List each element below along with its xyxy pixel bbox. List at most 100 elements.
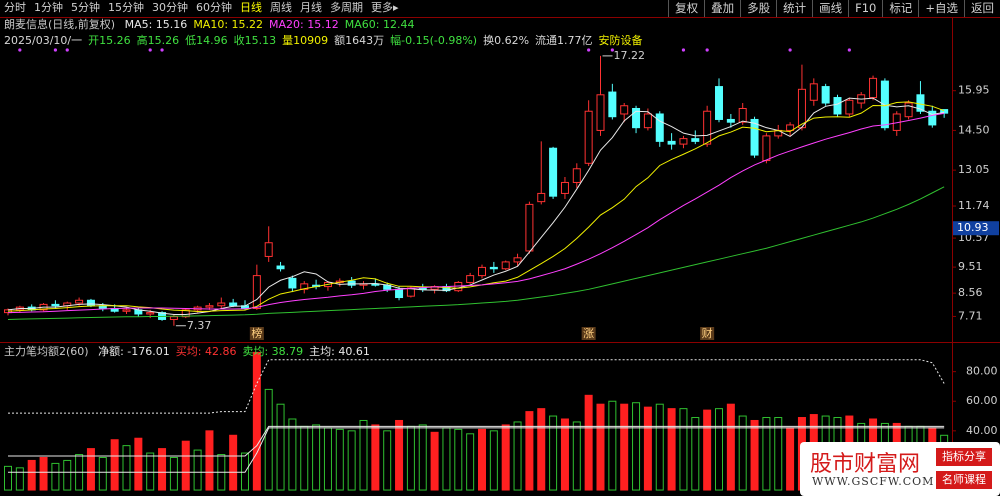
candle-body <box>513 257 522 263</box>
indicator-bar <box>537 408 546 491</box>
tool-button[interactable]: 叠加 <box>704 0 740 17</box>
indicator-bar <box>774 417 783 491</box>
indicator-bar <box>608 400 617 491</box>
candle-body <box>525 203 534 252</box>
indicator-bar <box>442 427 451 491</box>
watermark-site: WWW.GSCFW.COM <box>812 475 935 488</box>
candle-body <box>252 275 261 309</box>
indicator-bar <box>15 467 24 491</box>
candle-body <box>86 299 95 307</box>
period-button[interactable]: 月线 <box>300 1 322 14</box>
period-button[interactable]: 分时 <box>4 1 26 14</box>
indicator-bar <box>241 452 249 491</box>
candle-body <box>501 261 510 270</box>
indicator-bar <box>466 433 475 491</box>
event-marker[interactable] <box>581 327 596 340</box>
event-label: 财 <box>702 326 713 340</box>
event-label: 榜 <box>251 326 262 340</box>
signal-dot <box>53 48 58 52</box>
indicator-bar <box>205 430 214 491</box>
candle-body <box>572 168 581 183</box>
indicator-bar <box>703 409 712 491</box>
indicator-bar <box>572 421 581 491</box>
ma-line <box>7 112 945 314</box>
indicator-bar <box>643 406 652 491</box>
annotation-label: 17.22 <box>614 49 646 62</box>
candle-body <box>75 299 84 304</box>
candle-body <box>845 99 854 115</box>
signal-dot <box>160 48 164 52</box>
period-button[interactable]: 15分钟 <box>108 1 144 14</box>
candle-body <box>596 94 605 131</box>
period-button[interactable]: 1分钟 <box>34 1 63 14</box>
y-tick-label: 15.95 <box>958 84 990 97</box>
candle-body <box>146 312 155 315</box>
tool-button[interactable]: 画线 <box>812 0 848 17</box>
tool-button[interactable]: 统计 <box>776 0 812 17</box>
period-button[interactable]: 30分钟 <box>152 1 188 14</box>
candle-body <box>489 266 498 270</box>
tool-button[interactable]: 标记 <box>882 0 918 17</box>
event-label: 涨 <box>583 327 594 340</box>
indicator-bar <box>655 403 664 491</box>
event-marker[interactable] <box>700 327 715 340</box>
signal-dot <box>847 48 851 52</box>
period-button[interactable]: 多周期 <box>330 1 363 14</box>
quote-item: 低14.96 <box>185 34 228 47</box>
candle-body <box>620 105 629 115</box>
indicator-value: 卖均: 38.79 <box>242 345 304 358</box>
quote-item: 安防设备 <box>598 34 643 47</box>
candle-body <box>928 110 937 126</box>
signal-dot <box>18 48 22 52</box>
quote-item: 幅-0.15(-0.98%) <box>390 34 478 47</box>
candle-body <box>395 288 404 299</box>
indicator-value: 主均: 40.61 <box>309 345 370 358</box>
indicator-bar <box>371 424 380 491</box>
period-button[interactable]: 60分钟 <box>196 1 232 14</box>
watermark: 股市财富网 WWW.GSCFW.COM 指标分享 名师课程 <box>800 442 1000 496</box>
candle-body <box>821 86 830 104</box>
indicator-bar <box>51 462 60 491</box>
period-button[interactable]: 5分钟 <box>71 1 100 14</box>
indicator-bar <box>596 403 605 491</box>
candle-body <box>738 107 747 123</box>
tool-button[interactable]: 返回 <box>964 0 1000 17</box>
event-marker[interactable] <box>249 327 264 340</box>
tool-button[interactable]: +自选 <box>918 0 964 17</box>
candle-body <box>632 107 641 129</box>
candle-body <box>667 140 676 145</box>
annotation-label: 7.37 <box>187 319 212 332</box>
quote-item: 高15.26 <box>136 34 180 47</box>
indicator-bar <box>193 449 202 491</box>
candle-body <box>726 118 735 123</box>
indicator-bar <box>691 417 700 491</box>
y-tick-label: 60.00 <box>966 394 998 407</box>
indicator-bar <box>549 415 558 491</box>
indicator-bar <box>489 430 498 491</box>
indicator-bar <box>679 408 688 491</box>
period-button[interactable]: 周线 <box>270 1 292 14</box>
period-button[interactable]: 更多▸ <box>371 1 399 14</box>
candle-body <box>181 309 190 318</box>
tool-button[interactable]: 多股 <box>740 0 776 17</box>
quote-item: 量10909 <box>282 34 329 47</box>
indicator-bar <box>418 424 427 491</box>
indicator-bar <box>39 456 48 491</box>
period-button[interactable]: 日线 <box>240 1 262 14</box>
indicator-bar <box>323 427 332 491</box>
candle-body <box>537 192 546 203</box>
candle-body <box>809 83 818 101</box>
indicator-bar <box>454 428 463 491</box>
candle-body <box>655 113 664 142</box>
quote-item: 开15.26 <box>88 34 131 47</box>
indicator-bar <box>146 452 155 491</box>
y-tick-label: 8.56 <box>958 286 983 299</box>
indicator-bar <box>715 408 723 491</box>
tool-button[interactable]: F10 <box>848 0 882 17</box>
y-tick-label: 80.00 <box>966 365 998 378</box>
tool-button[interactable]: 复权 <box>668 0 704 17</box>
candle-body <box>679 138 688 145</box>
indicator-bar <box>478 428 486 491</box>
y-tick-label: 14.50 <box>958 123 990 136</box>
indicator-bar <box>560 418 569 491</box>
